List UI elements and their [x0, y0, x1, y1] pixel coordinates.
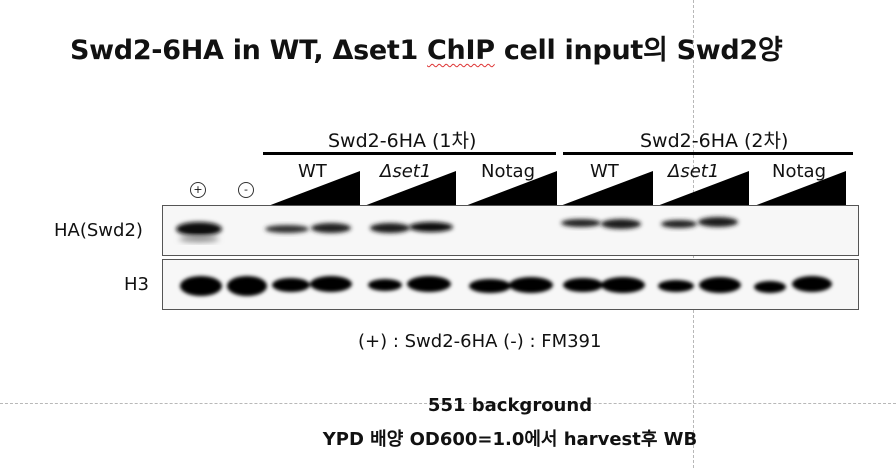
blot-ha-swd2: [162, 205, 859, 256]
h3-band-minus: [227, 276, 267, 296]
wedge-notag-2: [754, 171, 846, 206]
group-bar-first: [263, 152, 556, 155]
wedge-dset1-1: [364, 171, 456, 206]
lane-label-notag-1: Notag: [481, 161, 535, 182]
h3-band-wt1-b: [310, 276, 352, 292]
slide-title: Swd2-6HA in WT, Δset1 ChIP cell input의 S…: [70, 28, 783, 67]
h3-bands: [180, 276, 832, 296]
group-label-second: Swd2-6HA (2차): [640, 130, 789, 152]
blot-h3: [162, 259, 859, 310]
h3-band-dset1-2-b: [699, 277, 741, 293]
wedge-wt-1: [268, 171, 360, 206]
row-label-h3: H3: [124, 274, 149, 295]
h3-band-wt2-a: [563, 278, 603, 292]
wedge-notag-1: [465, 171, 557, 206]
h3-band-plus: [180, 276, 222, 296]
h3-band-dset1-1-b: [407, 276, 451, 292]
lane-label-wt-1: WT: [298, 161, 327, 182]
control-minus-marker: -: [238, 182, 254, 198]
ha-band-dset1-1-a: [370, 223, 410, 233]
ha-band-dset1-2-a: [661, 220, 697, 228]
guide-line-horizontal: [0, 403, 896, 404]
h3-band-dset1-2-a: [658, 280, 694, 292]
wedge-wt-2: [560, 171, 653, 206]
wedge-dset1-2: [657, 171, 749, 206]
ha-band-wt1-b: [311, 223, 351, 233]
h3-band-wt1-a: [272, 278, 310, 292]
ha-band-plus: [176, 222, 222, 236]
ha-band-wt1-a: [265, 225, 309, 233]
ha-band-wt2-a: [561, 219, 601, 227]
title-prefix: Swd2-6HA in WT, Δset1: [70, 35, 428, 66]
h3-band-notag2-b: [792, 276, 832, 292]
lane-label-dset1-1: Δset1: [380, 161, 432, 182]
footer-background: 551 background: [427, 395, 593, 416]
h3-band-notag1-a: [469, 279, 511, 293]
group-bar-second: [563, 152, 853, 155]
ha-bands: [176, 217, 738, 242]
lane-label-dset1-2: Δset1: [668, 161, 720, 182]
control-plus-marker: +: [190, 182, 206, 198]
h3-band-notag1-b: [509, 277, 553, 293]
title-chip-word: ChIP: [427, 35, 495, 66]
lane-label-wt-2: WT: [590, 161, 619, 182]
ha-band-plus-lower: [179, 236, 219, 242]
h3-band-notag2-a: [754, 281, 786, 293]
h3-band-wt2-b: [601, 277, 645, 293]
ha-band-dset1-1-b: [409, 222, 453, 232]
footer-conditions: YPD 배양 OD600=1.0에서 harvest후 WB: [322, 429, 698, 450]
row-label-ha: HA(Swd2): [54, 220, 143, 241]
title-suffix: cell input의 Swd2양: [494, 35, 783, 66]
lane-label-notag-2: Notag: [772, 161, 826, 182]
legend-text: (+) : Swd2-6HA (-) : FM391: [358, 331, 602, 352]
ha-band-wt2-b: [601, 219, 641, 229]
h3-band-dset1-1-a: [368, 279, 402, 291]
ha-band-dset1-2-b: [698, 217, 738, 227]
group-label-first: Swd2-6HA (1차): [328, 130, 477, 152]
